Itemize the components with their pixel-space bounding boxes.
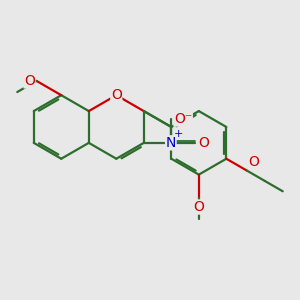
Text: O: O [111, 88, 122, 102]
Text: O: O [198, 136, 209, 150]
Text: O: O [249, 155, 260, 169]
Text: O⁻: O⁻ [174, 112, 192, 126]
Text: +: + [174, 129, 183, 139]
Text: O: O [194, 200, 204, 214]
Text: O: O [24, 74, 35, 88]
Text: N: N [166, 136, 176, 150]
